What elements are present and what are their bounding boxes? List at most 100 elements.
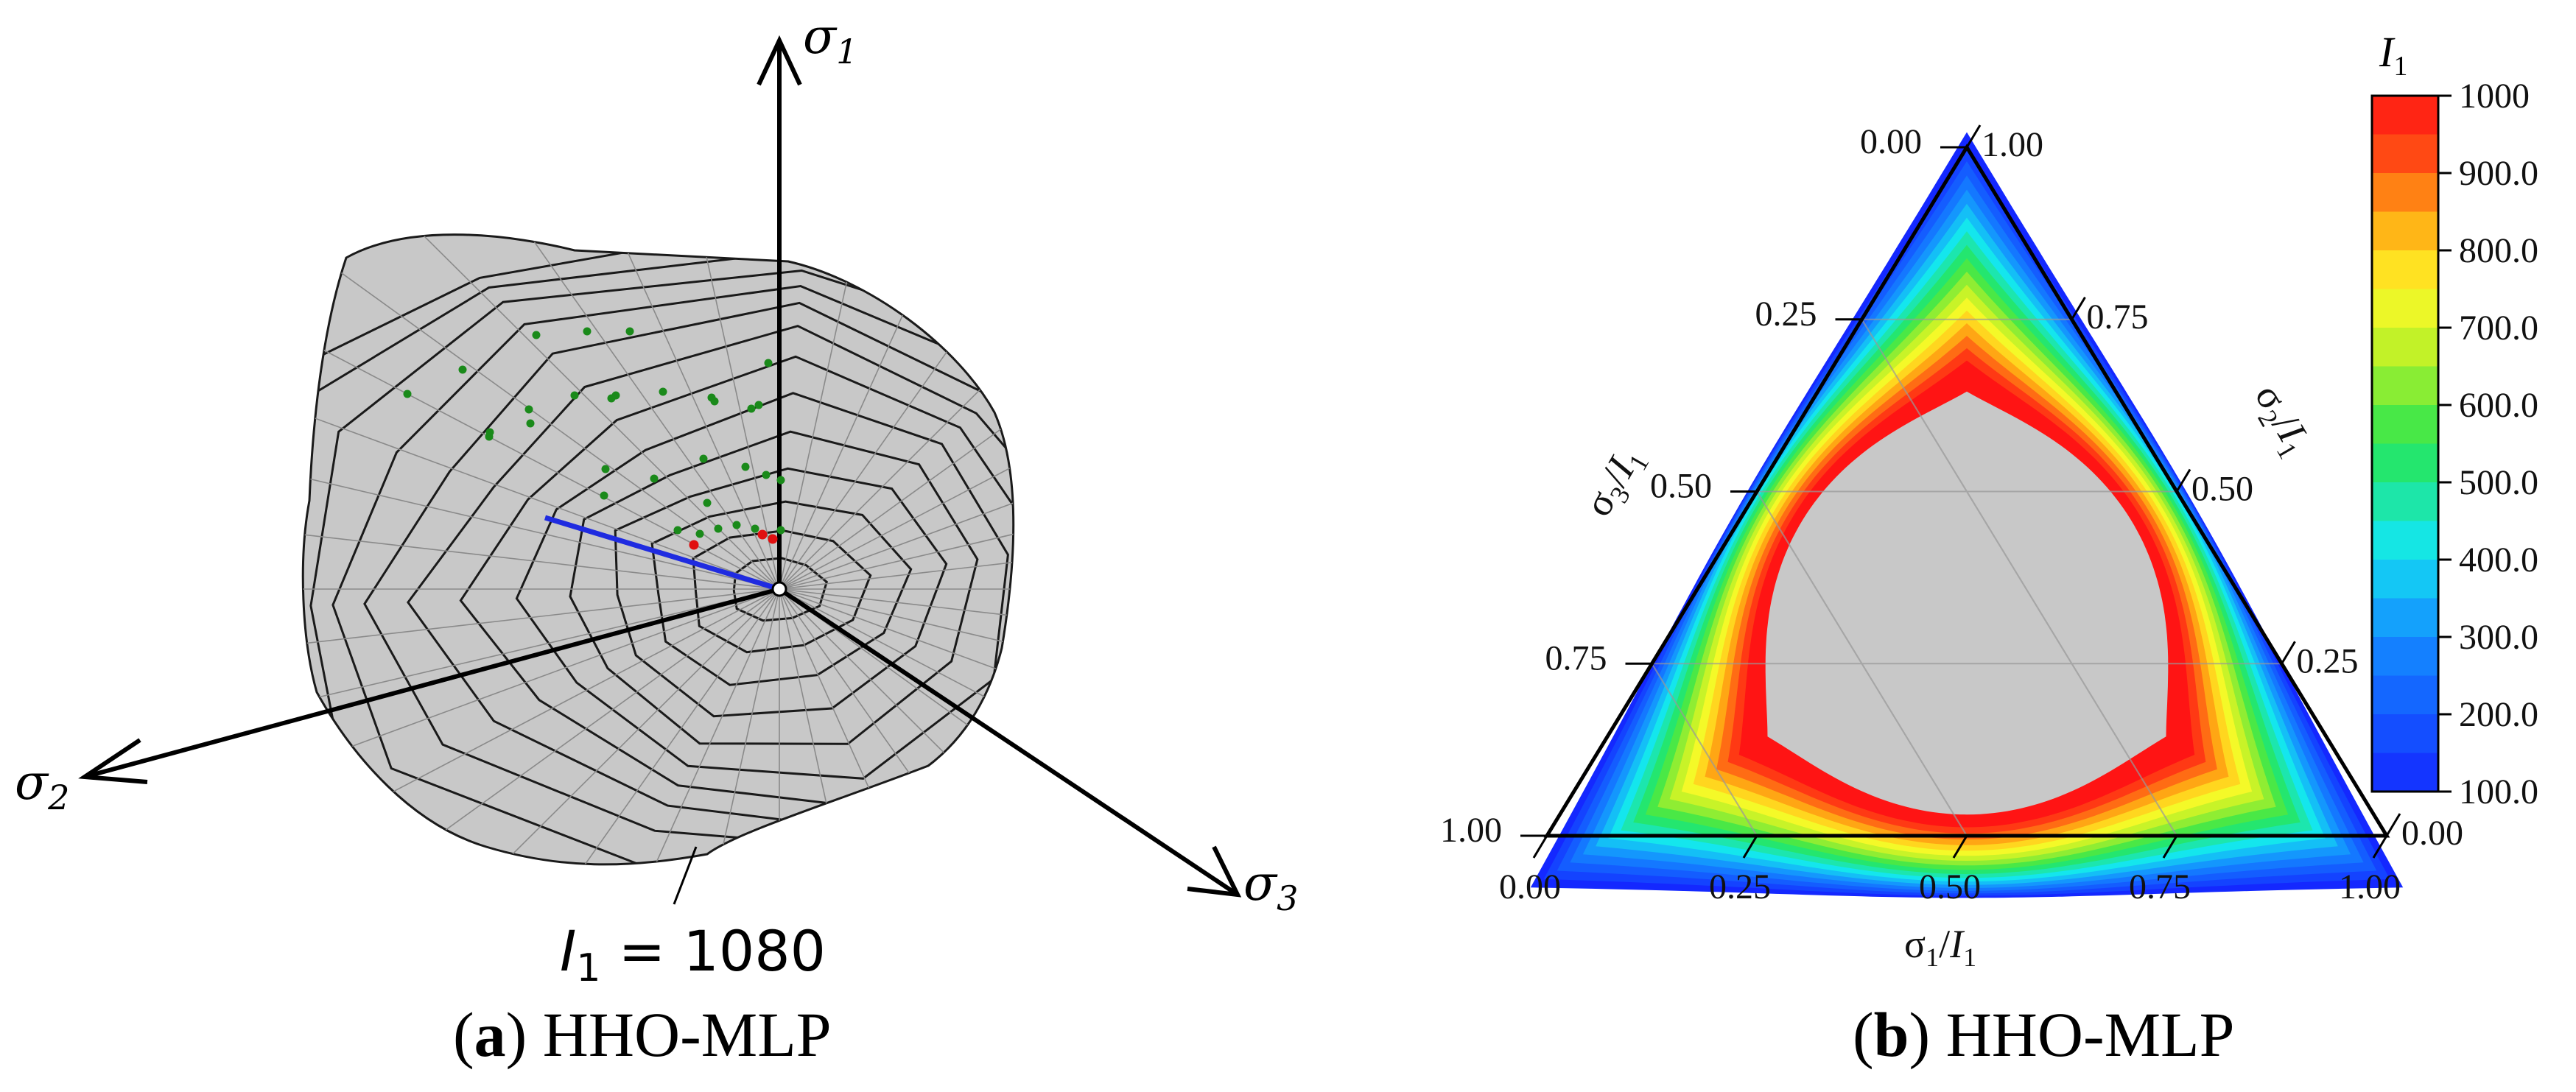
colorbar: 100.0 200.0 300.0 400.0 500.0 600.0 700.0 800.0… (2370, 77, 2538, 811)
colorbar-tick-label: 700.0 (2459, 309, 2538, 348)
inner-gray-region (1765, 391, 2169, 815)
ternary-grid-line (1861, 319, 2177, 836)
data-point-green (607, 394, 616, 403)
axis-label-right: σ2/I1 (2242, 376, 2321, 464)
data-point-green (710, 397, 719, 406)
mesh-contour-line (650, 500, 913, 686)
colorbar-band (2372, 405, 2438, 445)
colorbar-band (2372, 560, 2438, 599)
mesh-meridian-line (303, 371, 780, 590)
mesh-meridian-line (779, 588, 1014, 864)
tick-label-left: 0.50 (1650, 467, 1712, 506)
data-point-green (532, 331, 541, 339)
mesh-meridian-line (779, 234, 884, 590)
tick-label-left: 0.00 (1860, 122, 1922, 161)
tick-label-bottom: 0.50 (1919, 867, 1981, 906)
data-point-green (732, 521, 741, 529)
mesh-meridian-line (779, 371, 1014, 590)
data-point-red (689, 540, 699, 550)
mesh-meridian-line (675, 588, 780, 864)
tick-label-left: 0.75 (1545, 638, 1607, 677)
panel-a-3d-surface: σ1 σ2 σ3 I1 = 1080 (15, 8, 1298, 987)
colorbar-band (2372, 482, 2438, 522)
surface-label: I1 = 1080 (560, 918, 826, 987)
sigma3-arrowhead (1187, 845, 1242, 898)
colorbar-band (2372, 134, 2438, 174)
mesh-meridian-line (574, 234, 780, 590)
colorbar-band (2372, 637, 2438, 677)
mesh-contour-line (331, 284, 1014, 864)
colorbar-tick-label: 500.0 (2459, 463, 2538, 502)
tick-label-left: 1.00 (1440, 811, 1502, 850)
tick-mark-right (2385, 813, 2401, 836)
caption-b: (b) HHO-MLP (1853, 999, 2235, 1070)
mesh-contour-line (407, 325, 1014, 834)
sigma2-arrowhead (78, 738, 148, 784)
tick-label-right: 0.75 (2087, 297, 2149, 337)
mesh-meridian-line (574, 588, 780, 864)
mesh-contour-line (459, 355, 1014, 810)
tick-mark-bottom (1532, 835, 1548, 859)
colorbar-tick-label: 600.0 (2459, 386, 2538, 425)
data-point-green (762, 471, 771, 479)
tick-mark-bottom (2162, 835, 2178, 859)
mesh-meridian-line (303, 588, 780, 665)
tick-label-right: 0.25 (2297, 641, 2359, 680)
tick-label-right: 0.50 (2191, 470, 2253, 509)
hydrostatic-ray (544, 515, 781, 592)
colorbar-band (2372, 675, 2438, 715)
data-point-green (776, 476, 785, 485)
data-point-green (754, 401, 763, 409)
mesh-meridian-line (779, 588, 1014, 807)
colorbar-band (2372, 753, 2438, 792)
data-point-green (403, 390, 412, 398)
colorbar-band (2372, 173, 2438, 213)
data-point-green (458, 365, 467, 374)
data-point-green (714, 524, 723, 533)
data-point-green (673, 526, 682, 535)
data-point-green (695, 529, 704, 538)
mesh-meridian-line (779, 440, 1014, 590)
tick-label-right: 0.00 (2401, 814, 2463, 853)
tick-mark-right (2281, 641, 2296, 665)
mesh-meridian-line (779, 588, 1014, 738)
data-point-green (659, 387, 667, 396)
mesh-meridian-line (779, 250, 1014, 590)
mesh-meridian-line (779, 588, 1014, 864)
origin-marker (771, 581, 787, 597)
surface-label-leader (673, 846, 698, 905)
tick-label-bottom: 0.00 (1499, 867, 1561, 906)
caption-a-letter: a (474, 999, 506, 1070)
tick-label-left: 0.25 (1755, 295, 1817, 334)
tick-mark-bottom (2372, 835, 2388, 859)
caption-b-letter: b (1873, 999, 1909, 1070)
mesh-meridian-line (779, 307, 1014, 590)
colorbar-frame (2370, 94, 2440, 793)
colorbar-band (2372, 328, 2438, 367)
data-point-green (776, 526, 785, 535)
tick-label-bottom: 1.00 (2339, 867, 2401, 906)
mesh-meridian-line (389, 588, 780, 864)
colorbar-band (2372, 211, 2438, 251)
data-point-green (764, 359, 773, 367)
mesh-meridian-line (477, 588, 780, 864)
sigma3-label: σ3 (1243, 855, 1298, 918)
data-point-green (699, 454, 708, 463)
data-point-red (768, 534, 778, 544)
axis-label-bottom: σ1/I1 (1904, 922, 1976, 972)
panel-b-ternary-contour: 0.000.00 1.000.250.25 0.750.500.50 0.500.75… (1440, 28, 2538, 972)
mesh-meridian-line (779, 588, 1014, 665)
data-point-green (741, 462, 750, 471)
sigma2-axis (84, 587, 780, 779)
data-point-green (747, 404, 756, 413)
data-point-green (485, 428, 494, 437)
mesh-meridian-line (303, 513, 780, 590)
sigma2-label: σ2 (15, 754, 69, 817)
tick-mark-bottom (1952, 835, 1968, 859)
data-point-green (601, 465, 610, 473)
mesh-meridian-line (303, 440, 780, 590)
tick-mark-right (2071, 296, 2086, 320)
data-point-green (600, 491, 608, 500)
colorbar-band (2372, 714, 2438, 754)
colorbar-tick-label: 800.0 (2459, 231, 2538, 270)
